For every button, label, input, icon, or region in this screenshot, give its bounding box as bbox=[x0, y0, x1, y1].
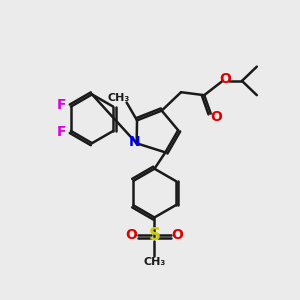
Text: N: N bbox=[128, 135, 140, 149]
Text: O: O bbox=[210, 110, 222, 124]
Text: S: S bbox=[148, 226, 160, 244]
Text: O: O bbox=[219, 71, 231, 85]
Text: CH₃: CH₃ bbox=[107, 93, 129, 103]
Text: CH₃: CH₃ bbox=[143, 257, 166, 267]
Text: F: F bbox=[57, 98, 66, 112]
Text: O: O bbox=[171, 228, 183, 242]
Text: O: O bbox=[126, 228, 137, 242]
Text: F: F bbox=[57, 125, 66, 140]
